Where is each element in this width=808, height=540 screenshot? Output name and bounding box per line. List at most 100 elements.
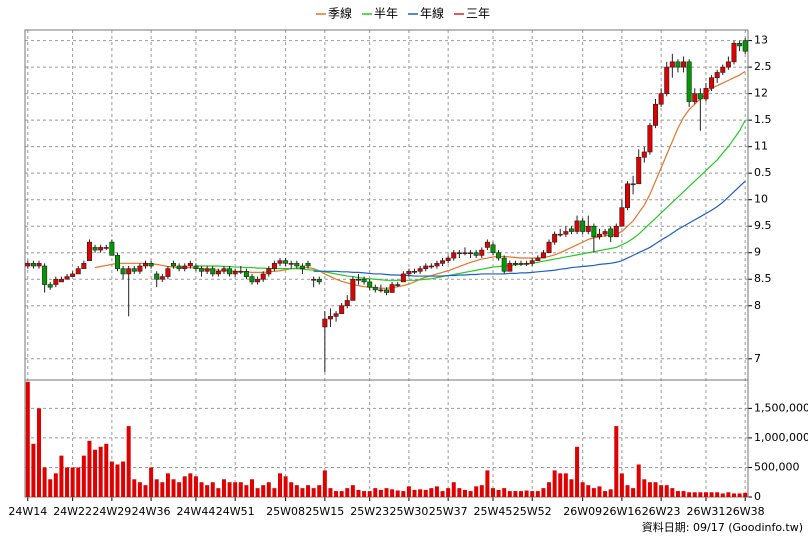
volume-bar: [457, 488, 462, 497]
candle-body: [165, 268, 171, 277]
candle-body: [731, 42, 737, 63]
volume-bar: [423, 489, 428, 497]
candle-body: [81, 263, 87, 269]
volume-bar: [317, 485, 322, 497]
candle-body: [383, 289, 389, 293]
x-tick-label: 26W23: [642, 505, 681, 518]
candle-body: [283, 260, 289, 264]
candle-body: [114, 255, 120, 269]
volume-bar: [160, 482, 165, 497]
candle-body: [658, 93, 664, 105]
volume-bar: [401, 491, 406, 497]
volume-bar: [322, 470, 327, 497]
volume-bar: [272, 488, 277, 497]
legend-label: 三年: [466, 7, 490, 21]
volume-bar: [726, 492, 731, 497]
ma-line: [313, 180, 746, 277]
volume-bar: [216, 488, 221, 497]
candle-body: [552, 233, 558, 243]
volume-bar: [434, 486, 439, 497]
volume-bar: [48, 479, 53, 497]
candle-body: [546, 241, 552, 254]
candle-body: [176, 265, 182, 269]
volume-bar: [171, 479, 176, 497]
volume-bar: [591, 488, 596, 497]
candle-body: [249, 276, 255, 283]
volume-bar: [249, 479, 254, 497]
x-tick-label: 25W37: [429, 505, 468, 518]
candle-body: [434, 263, 440, 267]
volume-bar: [631, 488, 636, 497]
y-tick-label: 9.5: [754, 219, 772, 232]
volume-bar: [289, 482, 294, 497]
candle-body: [501, 257, 507, 272]
candle-body: [344, 300, 350, 307]
x-tick-label: 26W31: [687, 505, 726, 518]
x-tick-label: 25W45: [474, 505, 513, 518]
candle-body: [92, 247, 98, 251]
candle-body: [540, 252, 546, 259]
candle-body: [109, 241, 115, 256]
candle-body: [372, 286, 378, 291]
volume-bar: [496, 489, 501, 497]
candle-body: [714, 72, 720, 79]
candle-body: [479, 249, 485, 256]
y-tick-label: 0.5: [754, 166, 772, 179]
y-tick-label: 13: [754, 34, 768, 47]
candle-body: [417, 268, 423, 272]
candle-body: [215, 270, 221, 275]
candle-body: [232, 270, 238, 275]
candle-body: [703, 88, 709, 100]
candle-body: [484, 241, 490, 248]
volume-bar: [462, 489, 467, 497]
volume-bar: [681, 491, 686, 497]
volume-bar: [53, 473, 58, 497]
candle-body: [462, 252, 468, 255]
candle-body: [316, 278, 322, 283]
volume-bar: [104, 443, 109, 497]
candle-body: [507, 263, 513, 272]
candle-body: [64, 276, 70, 280]
volume-bar: [636, 464, 641, 497]
volume-bar: [221, 479, 226, 497]
candle-body: [692, 93, 698, 102]
candle-body: [580, 220, 586, 232]
volume-bar: [31, 443, 36, 497]
candle-body: [199, 268, 205, 272]
volume-bar: [586, 485, 591, 497]
candle-body: [473, 252, 479, 256]
volume-bar: [93, 449, 98, 497]
volume-bar: [440, 491, 445, 497]
candle-body: [518, 263, 524, 265]
candle-body: [456, 252, 462, 255]
candle-body: [148, 263, 154, 267]
x-tick-label: 25W52: [513, 505, 552, 518]
candle-body: [686, 61, 692, 102]
candle-body: [602, 231, 608, 235]
volume-bar: [283, 476, 288, 497]
volume-bar: [642, 479, 647, 497]
volume-bar: [115, 464, 120, 497]
volume-bar: [42, 467, 47, 497]
volume-bar: [743, 492, 748, 497]
volume-bar: [530, 491, 535, 497]
volume-bar: [468, 491, 473, 497]
volume-bar: [199, 482, 204, 497]
volume-bar: [233, 482, 238, 497]
candle-body: [137, 265, 143, 272]
volume-bar: [177, 482, 182, 497]
volume-bar: [367, 491, 372, 497]
volume-bar: [65, 467, 70, 497]
candle-body: [451, 252, 457, 259]
volume-bar: [143, 485, 148, 497]
volume-bar: [519, 491, 524, 497]
candle-body: [529, 260, 535, 264]
volume-bar: [406, 486, 411, 497]
volume-bar: [165, 473, 170, 497]
volume-bar: [193, 476, 198, 497]
footer-note: 資料日期: 09/17 (Goodinfo.tw): [642, 520, 803, 534]
candle-body: [288, 263, 294, 265]
volume-bar: [109, 461, 114, 497]
candle-body: [243, 270, 249, 277]
volume-bar: [597, 486, 602, 497]
